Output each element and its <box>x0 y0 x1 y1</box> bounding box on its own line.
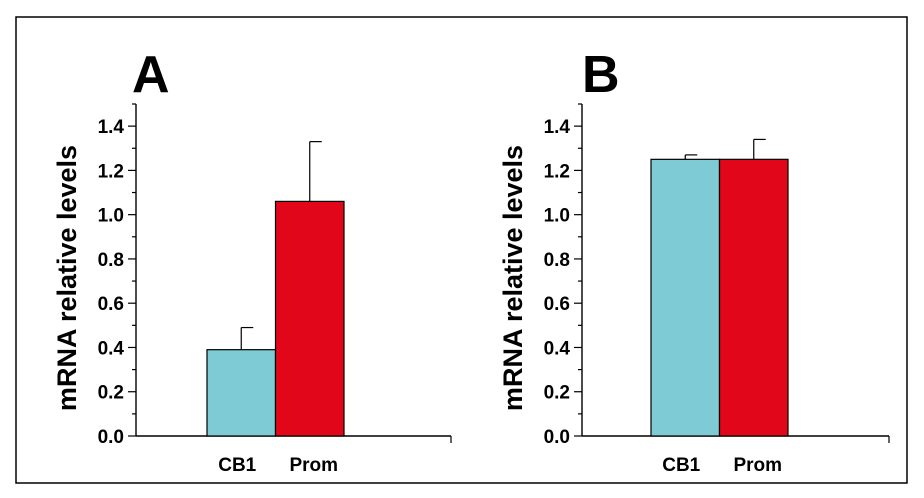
panel-a-y-tick-label: 0.4 <box>98 338 125 359</box>
panel-b-bar-cb1 <box>650 158 721 437</box>
panel-a-bar-cb1 <box>206 349 277 437</box>
panel-a-y-tick-label: 1.2 <box>98 161 124 182</box>
panel-a-bars <box>206 200 345 437</box>
panel-b-error-bars <box>684 138 766 160</box>
panel-b-error-bar-prom <box>753 138 766 160</box>
panel-b: B mRNA relative levels 0.0 0.2 0.4 0.6 0.8 1.… <box>498 46 890 476</box>
panel-b-y-tick-label: 1.0 <box>544 206 570 227</box>
panel-b-y-axis-title: mRNA relative levels <box>498 145 528 411</box>
panel-a-category-labels: CB1 Prom <box>218 455 338 476</box>
panel-a-y-tick-label: 0.2 <box>98 383 124 404</box>
panel-b-y-ticks: 0.0 0.2 0.4 0.6 0.8 1.0 1.2 1.4 <box>544 103 582 448</box>
panel-a-y-tick-label: 1.0 <box>98 206 124 227</box>
panel-b-category-label: CB1 <box>662 455 700 476</box>
panel-b-y-tick-label: 0.8 <box>544 250 570 271</box>
panel-a-y-tick-label: 0.6 <box>98 294 124 315</box>
panel-b-y-tick-label: 1.4 <box>544 117 571 138</box>
panel-b-y-tick-label: 1.2 <box>544 161 570 182</box>
panel-a: A mRNA relative levels 0.0 0.2 0.4 0.6 0.8 1.… <box>52 46 452 476</box>
panel-a-bar-prom <box>274 200 345 437</box>
panel-b-bars <box>650 158 789 437</box>
panel-b-y-tick-label: 0.6 <box>544 294 570 315</box>
panel-a-category-label: CB1 <box>218 455 256 476</box>
panel-b-y-tick-label: 0.4 <box>544 338 571 359</box>
panel-a-label: A <box>132 46 170 104</box>
panel-a-error-bars <box>240 141 322 350</box>
panel-a-error-bar-prom <box>309 141 322 202</box>
panel-b-category-label: Prom <box>733 455 782 476</box>
panel-a-y-ticks: 0.0 0.2 0.4 0.6 0.8 1.0 1.2 1.4 <box>98 103 136 448</box>
panel-b-bar-prom <box>718 158 789 437</box>
panel-a-error-bar-cb1 <box>240 326 254 350</box>
panel-a-category-label: Prom <box>289 455 338 476</box>
panel-b-y-tick-label: 0.0 <box>544 427 570 448</box>
panel-a-y-tick-label: 0.8 <box>98 250 124 271</box>
panel-b-error-bar-cb1 <box>684 154 698 160</box>
panel-a-y-tick-label: 1.4 <box>98 117 125 138</box>
panel-a-y-axis-title: mRNA relative levels <box>52 145 82 411</box>
panel-b-label: B <box>582 46 620 104</box>
panel-b-category-labels: CB1 Prom <box>662 455 782 476</box>
panel-a-y-tick-label: 0.0 <box>98 427 124 448</box>
panel-b-y-tick-label: 0.2 <box>544 383 570 404</box>
